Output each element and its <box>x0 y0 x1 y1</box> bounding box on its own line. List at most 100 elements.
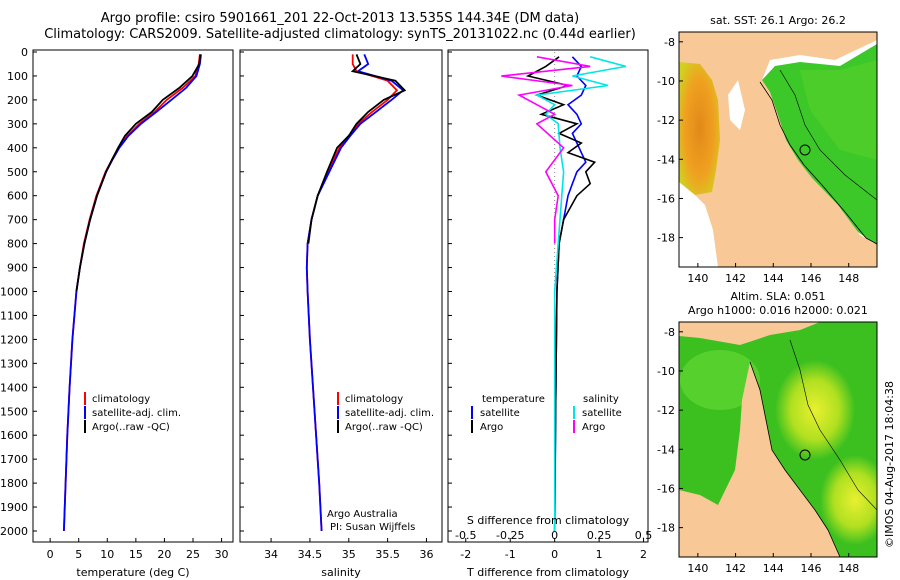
title-line-1: Argo profile: csiro 5901661_201 22-Oct-2… <box>100 11 580 26</box>
x-tick-label: 0 <box>47 548 54 561</box>
x-tick-label: -2 <box>460 548 471 561</box>
salinity-series <box>305 54 407 532</box>
x-tick-top-label: 0.25 <box>587 529 612 542</box>
x-tick-label: 35.5 <box>375 548 400 561</box>
altim-argo-location <box>799 449 811 461</box>
annotation-argo-australia: Argo Australia <box>327 509 398 520</box>
lon-tick-label: 142 <box>725 562 746 575</box>
sst-coastline <box>759 81 877 245</box>
legend-climatology: climatology <box>345 394 403 405</box>
depth-tick-label: 0 <box>21 46 28 59</box>
legend-climatology: climatology <box>92 394 150 405</box>
lon-tick-label: 146 <box>801 272 822 285</box>
lat-tick-label: -18 <box>657 522 675 535</box>
series-line-satellite-adj-clim- <box>305 54 405 532</box>
temperature-panel: 0100200300400500600700800900100011001200… <box>0 46 452 579</box>
series-line-argo-raw-qc- <box>75 54 202 292</box>
series-line-satellite-adj-clim- <box>63 54 202 532</box>
temperature-frame <box>32 49 234 543</box>
depth-tick-label: 1100 <box>0 309 28 322</box>
depth-tick-label: 300 <box>7 118 28 131</box>
x-tick-top-label: 0 <box>551 529 558 542</box>
altim-map-frame <box>678 321 878 558</box>
x-tick-label: 15 <box>129 548 143 561</box>
depth-tick-label: 400 <box>7 142 28 155</box>
depth-tick-label: 900 <box>7 262 28 275</box>
difference-series <box>501 56 627 532</box>
lat-tick-label: -8 <box>664 36 675 49</box>
depth-tick-label: 800 <box>7 238 28 251</box>
difference-panel: -2 -1 0 1 2 -0.5 -0.25 0 0.25 0.5 S difference fr… <box>447 49 652 579</box>
altim-gulf-shade <box>680 350 760 410</box>
legend-t-argo: Argo <box>480 422 503 433</box>
legend-s-satellite: satellite <box>582 408 622 419</box>
lat-tick-label: -10 <box>657 75 675 88</box>
x-tick-label: 34.5 <box>298 548 323 561</box>
temperature-xlabel: temperature (deg C) <box>76 566 189 579</box>
x-tick-label: 0 <box>551 548 558 561</box>
legend-satellite: satellite-adj. clim. <box>345 408 434 419</box>
annotation-pi: PI: Susan Wijffels <box>330 522 415 533</box>
lon-tick-label: 148 <box>838 272 859 285</box>
x-tick-top-label: -0.5 <box>455 529 476 542</box>
lon-tick-label: 148 <box>838 562 859 575</box>
altim-isobath <box>789 339 877 511</box>
lat-tick-label: -16 <box>657 192 675 205</box>
x-tick-label: 25 <box>186 548 200 561</box>
salinity-frame <box>239 49 443 543</box>
series-line-climatology <box>63 54 201 532</box>
t-difference-label: T difference from climatology <box>466 566 629 579</box>
depth-tick-label: 700 <box>7 214 28 227</box>
depth-tick-label: 1300 <box>0 357 28 370</box>
x-tick-label: 1 <box>596 548 603 561</box>
x-tick-label: -1 <box>505 548 516 561</box>
legend-salinity-heading: salinity <box>583 394 619 405</box>
sst-land-mass <box>679 32 877 267</box>
altim-coastline <box>749 361 841 557</box>
x-tick-label: 30 <box>215 548 229 561</box>
lat-tick-label: -14 <box>657 153 675 166</box>
depth-tick-label: 600 <box>7 190 28 203</box>
sst-water-shade <box>800 60 877 160</box>
lat-tick-label: -16 <box>657 482 675 495</box>
depth-tick-label: 1000 <box>0 286 28 299</box>
depth-tick-label: 100 <box>7 70 28 83</box>
imos-stamp: ©IMOS 04-Aug-2017 18:04:38 <box>883 381 896 548</box>
x-tick-top-label: -0.25 <box>496 529 524 542</box>
legend-temperature-heading: temperature <box>482 394 545 405</box>
sst-cloud-gap <box>728 80 745 130</box>
legend-s-argo: Argo <box>582 422 605 433</box>
series-line-salinity-satellite <box>534 56 627 531</box>
s-difference-label: S difference from climatology <box>467 514 630 527</box>
legend-argo: Argo(..raw -QC) <box>345 422 423 433</box>
lat-tick-label: -8 <box>664 326 675 339</box>
sst-map-title: sat. SST: 26.1 Argo: 26.2 <box>710 14 846 27</box>
legend-t-satellite: satellite <box>480 408 520 419</box>
depth-tick-label: 200 <box>7 94 28 107</box>
depth-tick-label: 1500 <box>0 405 28 418</box>
lon-tick-label: 144 <box>763 272 784 285</box>
series-line-argo-raw-qc- <box>307 54 407 244</box>
sst-map-frame <box>678 31 878 268</box>
difference-frame <box>447 49 649 543</box>
lat-tick-label: -14 <box>657 443 675 456</box>
depth-tick-label: 2000 <box>0 525 28 538</box>
temperature-series <box>63 54 202 532</box>
salinity-xaxis: 34 34.5 35 35.5 36 <box>264 538 433 561</box>
depth-tick-label: 1600 <box>0 429 28 442</box>
depth-tick-label: 1700 <box>0 453 28 466</box>
x-tick-label: 10 <box>100 548 114 561</box>
depth-tick-label: 500 <box>7 166 28 179</box>
lat-tick-label: -12 <box>657 404 675 417</box>
altim-map: Altim. SLA: 0.051 Argo h1000: 0.016 h200… <box>657 290 878 575</box>
lon-tick-label: 140 <box>687 562 708 575</box>
x-tick-label: 2 <box>640 548 647 561</box>
series-line-salinity-argo <box>501 56 591 244</box>
series-line-climatology <box>305 54 399 532</box>
difference-xaxis: -2 -1 0 1 2 -0.5 -0.25 0 0.25 0.5 <box>455 52 652 561</box>
sst-map-axes: 140 142 144 146 148 -8 -10 -12 -14 -16 -18 <box>657 36 859 285</box>
lat-tick-label: -12 <box>657 114 675 127</box>
altim-png-land <box>679 322 820 345</box>
sst-map: sat. SST: 26.1 Argo: 26.2 <box>657 14 878 285</box>
